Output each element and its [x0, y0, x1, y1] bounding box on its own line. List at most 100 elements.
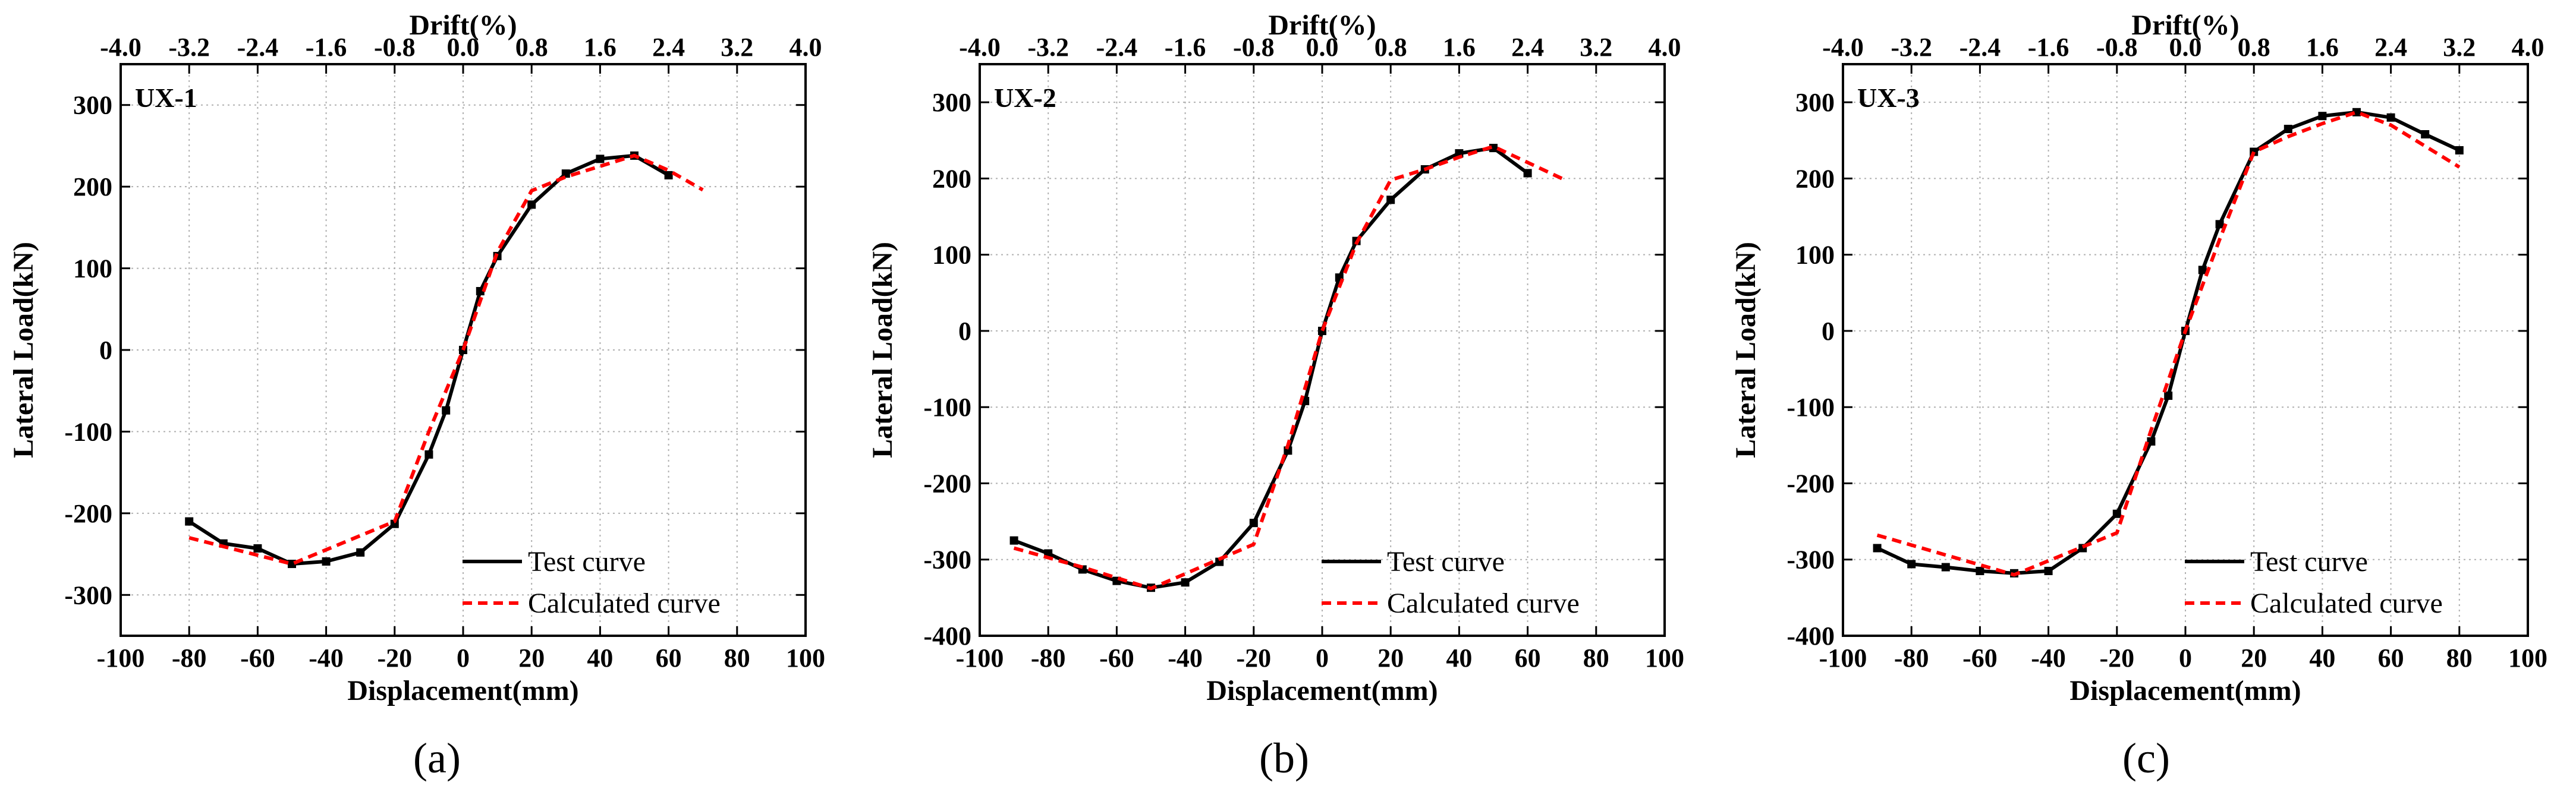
y-tick-label: -300 [923, 545, 971, 575]
x-tick-label: -60 [1099, 643, 1134, 673]
top-axis-title: Drift(%) [1268, 10, 1376, 41]
series-line-test [188, 153, 670, 566]
legend-label-calculated: Calculated curve [528, 588, 721, 619]
y-tick-label: -200 [923, 469, 971, 498]
y-tick-label: 300 [1795, 88, 1835, 117]
x-tick-label: -80 [172, 643, 207, 673]
top-tick-label: -2.4 [1959, 33, 2001, 62]
y-tick-label: 100 [932, 241, 971, 270]
y-tick-label: -100 [64, 417, 112, 446]
x-tick-label: -20 [377, 643, 412, 673]
x-tick-label: -100 [97, 643, 145, 673]
series-line-test [1876, 110, 2461, 575]
top-tick-label: -0.8 [374, 33, 416, 62]
top-tick-label: 1.6 [1443, 33, 1476, 62]
top-tick-label: -3.2 [1027, 33, 1069, 62]
chart-panel-3: -100 -80 -60 -40 -20 0 20 40 60 80 100-4.0 -3.2 -2.4… [1730, 10, 2547, 706]
chart-panel-1: -100 -80 -60 -40 -20 0 20 40 60 80 100-4.0 -3.2 -2.4… [8, 10, 825, 706]
top-tick-label: -1.6 [306, 33, 347, 62]
data-point [2164, 391, 2173, 400]
data-point [527, 200, 536, 209]
data-point [2044, 566, 2053, 575]
data-point [561, 169, 570, 178]
top-tick-label: -4.0 [959, 33, 1001, 62]
legend-label-calculated: Calculated curve [1387, 588, 1580, 619]
y-tick-label: 0 [1822, 317, 1835, 346]
x-tick-label: 0 [457, 643, 470, 673]
y-tick-label: 300 [73, 91, 112, 120]
top-tick-label: -2.4 [237, 33, 279, 62]
legend: Test curve Calculated curve [2185, 546, 2443, 619]
panel-caption: (b) [1259, 734, 1309, 782]
x-tick-label: 40 [2309, 643, 2335, 673]
data-point [442, 406, 451, 415]
data-point [2421, 130, 2430, 139]
x-tick-label: 80 [2446, 643, 2473, 673]
top-tick-label: -1.6 [2028, 33, 2069, 62]
top-tick-label: 3.2 [721, 33, 753, 62]
x-tick-label: 20 [2241, 643, 2267, 673]
series-line-calculated [1876, 110, 2461, 577]
data-point [2284, 125, 2292, 134]
x-tick-label: 100 [2508, 643, 2547, 673]
data-point [596, 154, 605, 163]
data-point [1976, 566, 1984, 575]
x-tick-label: 20 [1377, 643, 1404, 673]
data-point [1941, 563, 1950, 572]
top-tick-label: -0.8 [1233, 33, 1275, 62]
legend-label-calculated: Calculated curve [2250, 588, 2443, 619]
x-tick-label: 0 [1316, 643, 1329, 673]
top-tick-label: 0.0 [447, 33, 480, 62]
top-tick-label: 2.4 [652, 33, 685, 62]
top-tick-label: 1.6 [584, 33, 617, 62]
top-axis-title: Drift(%) [2131, 10, 2239, 41]
top-tick-label: -0.8 [2096, 33, 2138, 62]
top-tick-label: 0.8 [2238, 33, 2270, 62]
y-tick-label: 300 [932, 88, 971, 117]
top-tick-label: 4.0 [790, 33, 822, 62]
x-tick-label: 80 [724, 643, 750, 673]
x-axis-title: Displacement(mm) [2069, 675, 2301, 706]
x-tick-label: -80 [1894, 643, 1929, 673]
series-line-calculated [188, 153, 704, 566]
series-line-calculated [1013, 144, 1563, 591]
top-tick-label: 0.8 [515, 33, 548, 62]
x-tick-label: 40 [1446, 643, 1472, 673]
x-tick-label: -60 [1962, 643, 1998, 673]
x-tick-label: 60 [656, 643, 682, 673]
data-point [2198, 266, 2207, 275]
x-tick-label: -40 [1168, 643, 1203, 673]
y-tick-label: -300 [64, 581, 112, 610]
legend-label-test: Test curve [1387, 546, 1505, 578]
data-point [1181, 578, 1190, 587]
top-tick-label: 4.0 [1649, 33, 1681, 62]
data-point [1907, 560, 1916, 569]
y-tick-label: 200 [932, 164, 971, 193]
top-tick-label: -4.0 [100, 33, 141, 62]
y-tick-label: 0 [99, 336, 112, 365]
panel-caption: (c) [2122, 734, 2170, 782]
data-point [1249, 519, 1258, 528]
y-tick-label: -400 [923, 622, 971, 651]
data-point [1386, 195, 1395, 204]
x-tick-label: -20 [1236, 643, 1271, 673]
y-tick-label: 100 [1795, 241, 1835, 270]
y-tick-label: 200 [1795, 164, 1835, 193]
legend-label-test: Test curve [2250, 546, 2368, 578]
data-point [185, 517, 194, 526]
y-tick-label: -200 [64, 499, 112, 528]
series-line-test [1013, 146, 1529, 590]
legend: Test curve Calculated curve [1322, 546, 1580, 619]
y-tick-label: 100 [73, 254, 112, 283]
x-tick-label: -40 [2031, 643, 2066, 673]
x-tick-label: -40 [309, 643, 344, 673]
x-tick-label: 20 [518, 643, 545, 673]
data-point [2147, 437, 2156, 446]
data-point [322, 557, 331, 566]
top-tick-label: -4.0 [1822, 33, 1864, 62]
data-point [356, 548, 365, 557]
top-tick-label: -2.4 [1096, 33, 1138, 62]
panel-label: UX-2 [994, 83, 1056, 113]
top-tick-label: 0.0 [1306, 33, 1339, 62]
